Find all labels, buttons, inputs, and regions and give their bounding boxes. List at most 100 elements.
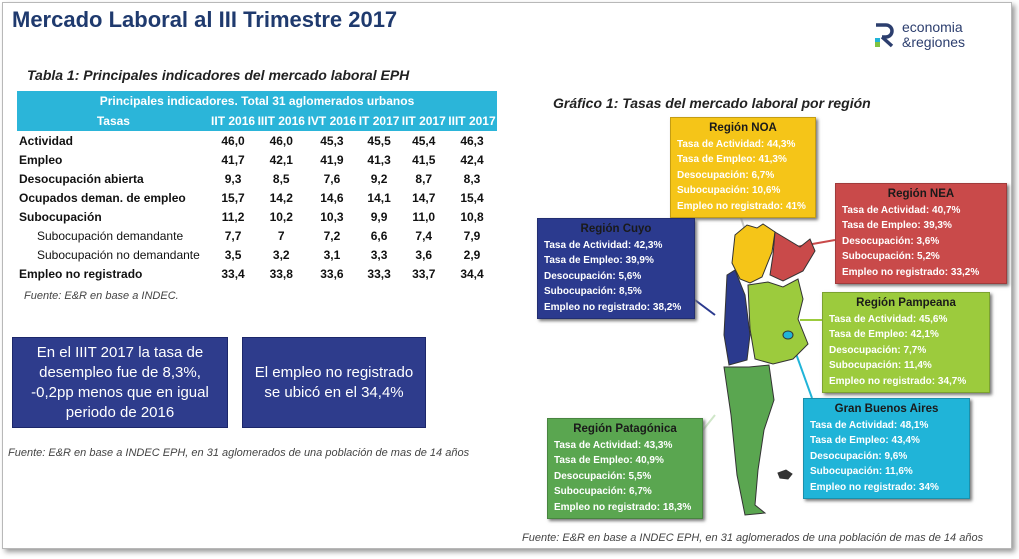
table-caption: Tabla 1: Principales indicadores del mer… <box>27 67 410 83</box>
region-stat: Subocupación: 11,6% <box>810 466 913 477</box>
map-patagonia <box>723 364 775 516</box>
region-stat: Tasa de Empleo: 39,9% <box>544 255 654 266</box>
region-title: Región NEA <box>887 188 955 200</box>
table-cell: 15,4 <box>460 190 484 205</box>
table-cell: 41,7 <box>221 152 245 167</box>
table-super-header: Principales indicadores. Total 31 aglome… <box>17 91 497 111</box>
region-stat: Tasa de Actividad: 40,7% <box>842 204 961 216</box>
highlight-unemployment: En el IIIT 2017 la tasa de desempleo fue… <box>12 337 228 428</box>
row-label: Empleo no registrado <box>19 266 143 281</box>
region-stat: Subocupación: 8,5% <box>544 286 642 297</box>
column-header: IIIT 2017 <box>446 111 497 131</box>
table-cell: 33,4 <box>221 266 245 281</box>
table-cell: 45,4 <box>412 133 436 148</box>
column-header: IIIT 2016 <box>256 111 307 131</box>
highlight-informal: El empleo no registrado se ubicó en el 3… <box>242 337 426 428</box>
table-cell: 33,6 <box>320 266 344 281</box>
table-cell: 7 <box>277 228 285 243</box>
row-label: Desocupación abierta <box>19 171 144 186</box>
table-cell: 7,2 <box>323 228 341 243</box>
table-cell: 8,3 <box>463 171 481 186</box>
table-row: Ocupados deman. de empleo 15,7 14,2 14,6 14,… <box>17 188 497 207</box>
region-stat: Subocupación: 5,2% <box>842 251 940 262</box>
region-stat: Tasa de Actividad: 45,6% <box>829 313 948 325</box>
logo-line1: economia <box>902 19 963 35</box>
table-cell: 41,9 <box>320 152 344 167</box>
table-cell: 41,3 <box>367 152 391 167</box>
table-cell: 42,4 <box>460 152 484 167</box>
region-stat: Tasa de Empleo: 42,1% <box>829 329 939 340</box>
logo: economia &regiones <box>874 20 965 50</box>
map-pampeana <box>747 278 809 365</box>
region-cuyo-box: Región Cuyo Tasa de Actividad: 42,3% Tasa … <box>537 218 695 319</box>
map-cuyo <box>723 269 751 366</box>
table-cell: 45,3 <box>320 133 344 148</box>
table-row: Subocupación 11,2 10,2 10,3 9,9 11,0 10,8 <box>17 207 497 226</box>
region-stat: Desocupación: 7,7% <box>829 344 927 356</box>
column-header: IIT 2016 <box>209 111 257 131</box>
table-cell: 9,3 <box>224 171 242 186</box>
region-stat: Tasa de Actividad: 43,3% <box>554 439 673 451</box>
region-stat: Tasa de Actividad: 44,3% <box>677 138 796 150</box>
table-cell: 15,7 <box>221 190 245 205</box>
region-stat: Desocupación: 6,7% <box>677 169 775 181</box>
row-label: Ocupados deman. de empleo <box>19 190 186 205</box>
table-cell: 46,3 <box>460 133 484 148</box>
table-row: Subocupación no demandante 3,5 3,2 3,1 3,3 3,… <box>17 245 497 264</box>
table-cell: 3,1 <box>323 247 341 262</box>
table-row: Empleo no registrado 33,4 33,8 33,6 33,3 33,7… <box>17 264 497 283</box>
region-title: Región Patagónica <box>573 423 677 435</box>
table-cell: 9,9 <box>370 209 388 224</box>
table-cell: 41,5 <box>412 152 436 167</box>
region-stat: Empleo no registrado: 41% <box>677 200 806 212</box>
region-stat: Empleo no registrado: 38,2% <box>544 301 682 313</box>
region-stat: Desocupación: 5,5% <box>554 470 652 482</box>
left-source: Fuente: E&R en base a INDEC EPH, en 31 a… <box>8 447 470 459</box>
graph-caption: Gráfico 1: Tasas del mercado laboral por… <box>553 95 871 111</box>
region-stat: Tasa de Actividad: 48,1% <box>810 419 929 431</box>
region-title: Región Pampeana <box>856 297 956 309</box>
table-row: Subocupación demandante 7,7 7 7,2 6,6 7,4 7,9 <box>17 226 497 245</box>
table-cell: 8,7 <box>415 171 433 186</box>
map-gba <box>782 330 794 340</box>
row-label: Subocupación <box>19 209 102 224</box>
table-cell: 45,5 <box>367 133 391 148</box>
table-cell: 3,5 <box>224 247 242 262</box>
table-cell: 10,2 <box>269 209 293 224</box>
region-stat: Tasa de Actividad: 42,3% <box>544 239 663 251</box>
region-title: Región Cuyo <box>580 223 652 235</box>
table-cell: 42,1 <box>269 152 293 167</box>
region-title: Gran Buenos Aires <box>834 403 939 415</box>
table-cell: 14,6 <box>320 190 344 205</box>
region-stat: Empleo no registrado: 33,2% <box>842 266 980 278</box>
region-patagonica-box: Región Patagónica Tasa de Actividad: 43,3… <box>547 418 703 519</box>
row-label: Actividad <box>19 133 74 148</box>
table-cell: 14,1 <box>367 190 391 205</box>
region-stat: Tasa de Empleo: 43,4% <box>810 435 920 446</box>
column-header: Tasas <box>17 111 210 131</box>
table-row: Actividad 46,0 46,0 45,3 45,5 45,4 46,3 <box>17 131 497 150</box>
region-noa-box: Región NOA Tasa de Actividad: 44,3% Tasa d… <box>670 117 816 218</box>
table-cell: 2,9 <box>463 247 481 262</box>
region-stat: Tasa de Empleo: 39,3% <box>842 220 952 231</box>
column-header: IT 2017 <box>357 111 401 131</box>
row-label: Subocupación no demandante <box>37 247 200 262</box>
table-source: Fuente: E&R en base a INDEC. <box>24 290 179 302</box>
map-nea <box>769 231 816 282</box>
table-cell: 6,6 <box>370 228 388 243</box>
table-cell: 10,3 <box>320 209 344 224</box>
connector-cuyo <box>694 299 716 316</box>
table-cell: 7,7 <box>224 228 242 243</box>
table-cell: 7,9 <box>463 228 481 243</box>
table-cell: 3,3 <box>370 247 388 262</box>
region-stat: Subocupación: 10,6% <box>677 185 781 196</box>
table-cell: 10,8 <box>460 209 484 224</box>
region-stat: Empleo no registrado: 34,7% <box>829 375 967 387</box>
region-stat: Desocupación: 9,6% <box>810 450 908 462</box>
region-stat: Empleo no registrado: 18,3% <box>554 501 692 513</box>
table-row: Desocupación abierta 9,3 8,5 7,6 9,2 8,7 8,3 <box>17 169 497 188</box>
connector-patagonia <box>702 414 716 431</box>
table-cell: 3,6 <box>415 247 433 262</box>
row-label: Subocupación demandante <box>37 228 184 243</box>
